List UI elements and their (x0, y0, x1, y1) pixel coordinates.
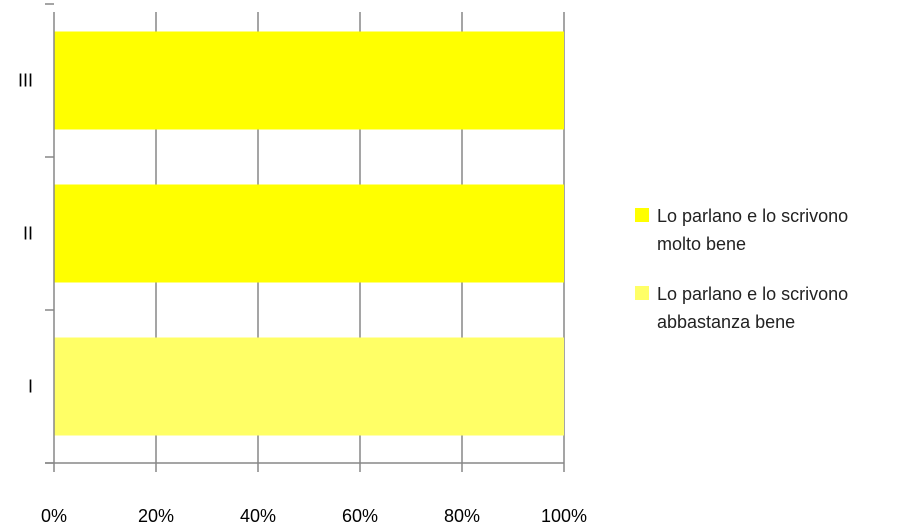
bar-ii-series-1 (54, 184, 564, 283)
x-tick-label: 60% (342, 506, 378, 525)
x-tick-label: 40% (240, 506, 276, 525)
y-tick-label: I (28, 377, 33, 397)
x-tick-label: 80% (444, 506, 480, 525)
x-tick-label: 20% (138, 506, 174, 525)
bar-i-series-2 (54, 337, 564, 436)
legend: Lo parlano e lo scrivono molto bene Lo par… (635, 206, 848, 332)
bar-layer (54, 31, 564, 436)
y-tick-label: III (18, 71, 33, 91)
legend-swatch (635, 286, 649, 300)
legend-label: Lo parlano e lo scrivono molto bene (657, 206, 848, 254)
legend-swatch (635, 208, 649, 222)
bar-iii-series-1 (54, 31, 564, 130)
x-tick-label: 0% (41, 506, 67, 525)
legend-label: Lo parlano e lo scrivono abbastanza bene (657, 284, 848, 332)
x-tick-label: 100% (541, 506, 587, 525)
y-tick-label: II (23, 224, 33, 244)
